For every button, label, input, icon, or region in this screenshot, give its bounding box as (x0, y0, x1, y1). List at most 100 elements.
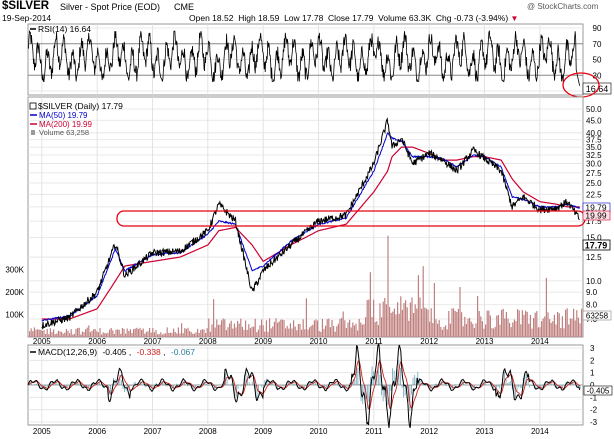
volume-bar (323, 328, 325, 337)
macd-hist-bar (557, 385, 559, 388)
macd-hist-bar (214, 385, 215, 390)
volume-bar (411, 297, 413, 337)
volume-bar (561, 316, 563, 337)
macd-hist-bar (98, 382, 100, 385)
volume-bar (529, 315, 531, 337)
volume-bar (376, 321, 378, 337)
year-label: 2013 (476, 337, 494, 346)
volume-bar (254, 318, 256, 337)
volume-bar (45, 334, 47, 337)
macd-hist-bar (392, 368, 393, 385)
macd-label-sep2: , (163, 347, 165, 357)
macd-hist-bar (351, 381, 352, 385)
volume-bar (261, 319, 263, 337)
volume-bar (387, 235, 389, 337)
volume-bar (451, 308, 453, 337)
volume-bar (350, 327, 352, 337)
chg-value: -0.73 (-3.94%) (453, 13, 509, 23)
year-label: 2007 (144, 427, 162, 436)
macd-hist-bar (281, 385, 283, 386)
macd-hist-bar (248, 382, 250, 385)
volume-bar (361, 324, 363, 337)
volume-bar (363, 324, 365, 337)
macd-hist-bar (431, 385, 433, 388)
volume-bar (262, 325, 264, 337)
volume-bar (443, 326, 445, 337)
macd-hist-bar (173, 385, 174, 389)
macd-hist-bar (333, 383, 335, 385)
macd-hist-bar (385, 385, 387, 395)
legend-volume: Volume 63,258 (39, 128, 89, 137)
volume-bar (32, 331, 34, 337)
macd-hist-bar (384, 385, 386, 397)
macd-hist-bar (425, 385, 427, 386)
price-tick-label: 10.0 (586, 277, 602, 286)
macd-hist-bar (124, 385, 125, 392)
macd-hist-bar (478, 385, 480, 386)
volume-bar (317, 320, 319, 337)
volume-bar (102, 332, 104, 337)
volume-bar (299, 323, 301, 337)
volume-bar (141, 329, 143, 337)
volume-bar (501, 309, 503, 337)
volume-bar (189, 330, 191, 337)
macd-hist-bar (543, 384, 545, 385)
volume-bar (91, 330, 93, 337)
year-label: 2008 (199, 337, 217, 346)
volume-bar (272, 326, 274, 337)
chart-exchange: CME (174, 2, 194, 12)
macd-hist-bar (34, 384, 36, 385)
volume-bar (413, 313, 415, 337)
price-grid (28, 97, 583, 337)
volume-bar (528, 323, 530, 337)
volume-bar (321, 318, 323, 337)
macd-hist-bar (415, 377, 417, 385)
macd-hist-bar (215, 385, 217, 388)
volume-bar (381, 317, 383, 337)
volume-bar (281, 319, 283, 337)
volume-bar (85, 329, 87, 337)
macd-hist-bar (497, 385, 499, 387)
volume-bar (195, 332, 197, 337)
volume-bar (398, 313, 400, 337)
macd-hist-bar (527, 382, 529, 385)
chg-label: Chg (435, 13, 452, 23)
volume-bar (77, 328, 79, 337)
macd-value-badge (583, 385, 613, 396)
macd-hist-bar (500, 384, 502, 385)
volume-bar (349, 319, 351, 337)
macd-label-hist: -0.067 (171, 347, 195, 357)
volume-bar (382, 301, 384, 337)
macd-hist-bar (35, 383, 37, 385)
macd-hist-bar (247, 375, 248, 385)
volume-bar (565, 309, 567, 337)
volume-bar (93, 329, 95, 337)
volume-bar (89, 332, 91, 337)
volume-bar (336, 326, 338, 337)
macd-value-text: -0.405 (587, 387, 610, 396)
volume-bar (397, 302, 399, 337)
volume-bar (488, 310, 490, 337)
macd-label-value: -0.405 (102, 347, 126, 357)
volume-bar (377, 325, 379, 337)
volume-bar (273, 321, 275, 337)
price-tick-label: 37.5 (586, 136, 602, 145)
macd-hist-bar (549, 383, 551, 385)
volume-badge (582, 310, 612, 321)
volume-bar (329, 327, 331, 337)
volume-bar (403, 303, 405, 337)
macd-hist-bar (291, 384, 293, 385)
volume-bar (201, 329, 203, 337)
volume-bar (352, 322, 354, 337)
macd-hist-bar (223, 381, 225, 385)
macd-hist-bar (324, 385, 326, 387)
volume-label: Volume (378, 13, 407, 23)
volume-bar (470, 321, 472, 337)
macd-hist-bar (568, 382, 570, 385)
macd-hist-bar (116, 381, 118, 385)
macd-hist-bar (434, 383, 436, 385)
volume-bar (574, 320, 576, 337)
volume-bar (325, 325, 327, 337)
macd-hist-bar (168, 385, 170, 386)
volume-bar (371, 317, 373, 337)
